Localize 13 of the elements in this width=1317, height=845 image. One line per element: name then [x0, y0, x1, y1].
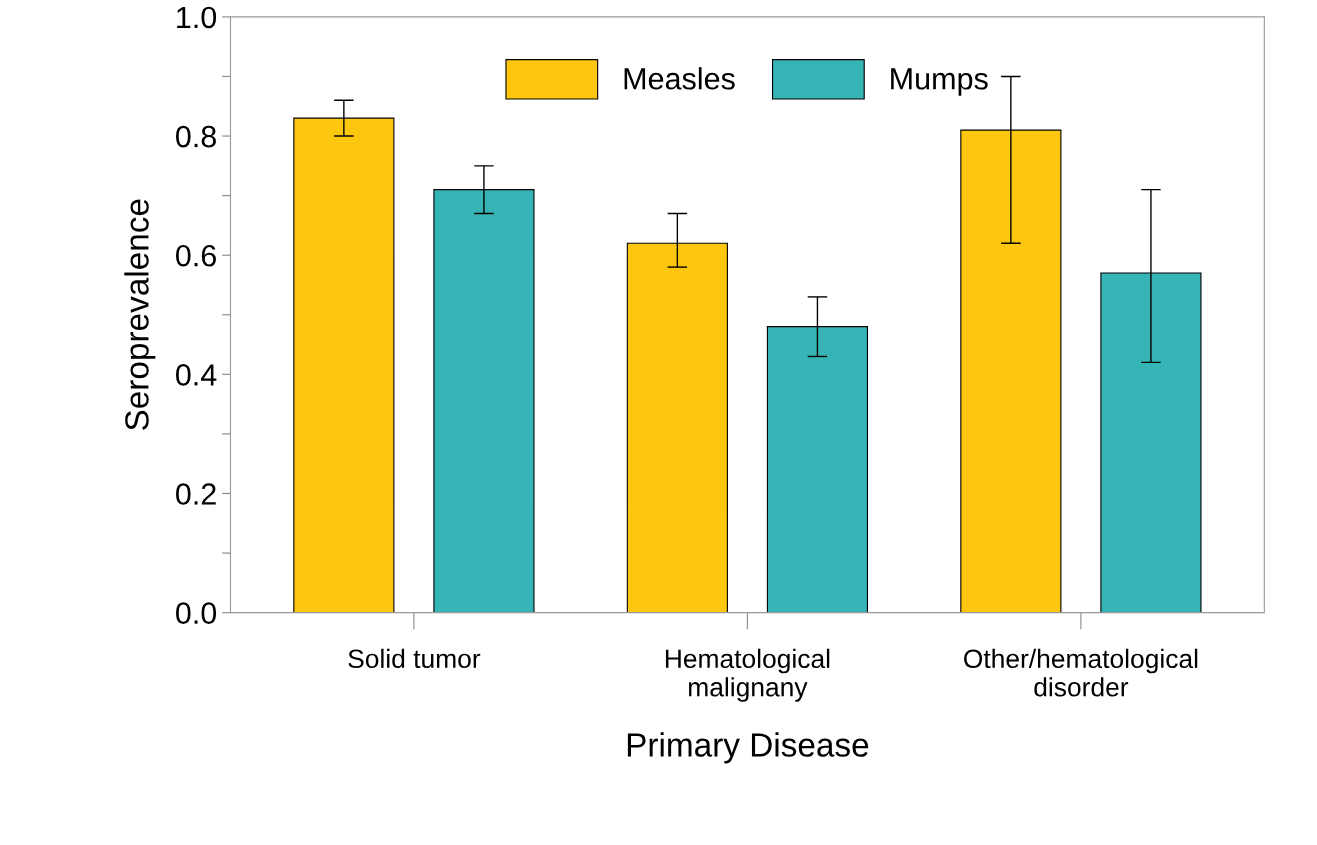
- y-tick-label: 0.2: [176, 483, 216, 505]
- y-axis-title: Seroprevalence: [124, 199, 156, 430]
- legend-label: Measles: [624, 67, 735, 90]
- x-axis-title: Primary Disease: [627, 732, 869, 764]
- x-tick-label: Other/hematological disorder: [964, 648, 1198, 697]
- y-tick-label: 1.0: [177, 6, 217, 29]
- y-tick-label: 0.4: [176, 364, 217, 386]
- y-tick-label: 0.8: [176, 125, 216, 148]
- x-tick-label: Hematological malignany: [665, 648, 830, 702]
- y-tick-label: 0.6: [176, 244, 216, 267]
- x-tick-label: Solid tumor: [348, 648, 481, 669]
- legend-label: Mumps: [891, 68, 988, 96]
- y-tick-label: 0.0: [176, 602, 217, 624]
